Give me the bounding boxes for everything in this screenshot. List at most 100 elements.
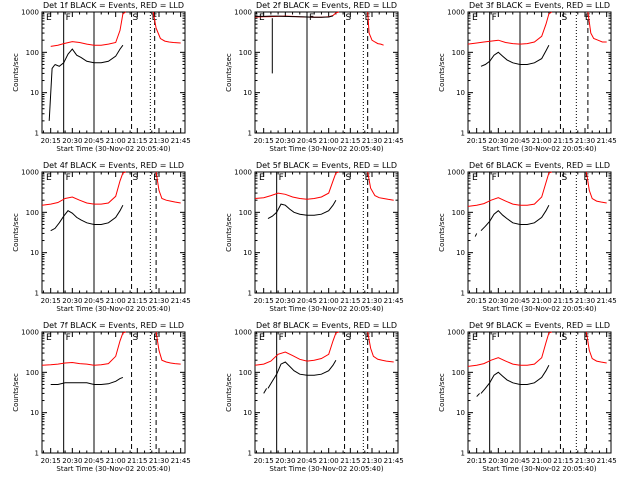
- flag-marker-label: E: [46, 13, 52, 23]
- x-tick-label: 21:15: [127, 137, 147, 145]
- flag-marker-label: E: [259, 173, 265, 183]
- y-tick-label: 1: [35, 450, 39, 458]
- x-axis-label: Start Time (30-Nov-02 20:05:40): [56, 465, 170, 473]
- flag-marker-label: F: [492, 333, 497, 343]
- x-tick-label: 20:15: [254, 457, 274, 465]
- panel-2: Det 2f BLACK = Events, RED = LLD 1 10 100 10…: [225, 1, 404, 153]
- x-axis-label: Start Time (30-Nov-02 20:05:40): [482, 145, 596, 153]
- panel-title: Det 2f BLACK = Events, RED = LLD: [256, 1, 397, 10]
- x-tick-label: 20:30: [488, 457, 508, 465]
- y-tick-label: 1: [248, 450, 252, 458]
- flag-marker-label: E: [365, 333, 371, 343]
- y-tick-label: 10: [456, 409, 465, 417]
- x-tick-label: 21:30: [149, 297, 169, 305]
- panel-title: Det 1f BLACK = Events, RED = LLD: [43, 1, 184, 10]
- panel-3: Det 3f BLACK = Events, RED = LLD 1 10 100 10…: [438, 1, 617, 153]
- lld-series-line: [367, 331, 394, 363]
- y-axis-label: Counts/sec: [438, 213, 446, 252]
- y-tick-label: 1000: [234, 169, 252, 177]
- flag-marker-label: S: [133, 173, 139, 183]
- x-axis-label: Start Time (30-Nov-02 20:05:40): [56, 145, 170, 153]
- y-axis-label: Counts/sec: [225, 213, 233, 252]
- panel-title: Det 5f BLACK = Events, RED = LLD: [256, 161, 397, 170]
- events-series-line: [255, 15, 334, 18]
- y-axis-label: Counts/sec: [225, 53, 233, 92]
- plot-frame: [41, 331, 186, 454]
- panel-6: Det 6f BLACK = Events, RED = LLD 1 10 100 10…: [438, 161, 617, 313]
- x-tick-label: 21:00: [319, 297, 339, 305]
- x-tick-label: 20:30: [488, 137, 508, 145]
- y-tick-label: 10: [243, 249, 252, 257]
- lld-series-line: [41, 171, 126, 206]
- panel-title: Det 8f BLACK = Events, RED = LLD: [256, 321, 397, 330]
- panel-7: Det 7f BLACK = Events, RED = LLD 1 10 100 10…: [12, 321, 191, 473]
- lld-series-line: [587, 11, 607, 43]
- x-tick-label: 21:00: [106, 137, 126, 145]
- lld-series-line: [254, 331, 339, 366]
- events-series-line: [267, 199, 337, 220]
- panel-9: Det 9f BLACK = Events, RED = LLD 1 10 100 10…: [438, 321, 617, 473]
- flag-marker-label: F: [66, 13, 71, 23]
- events-series-line: [480, 204, 550, 232]
- x-tick-label: 21:15: [127, 297, 147, 305]
- lld-series-line: [254, 171, 339, 200]
- y-tick-label: 10: [243, 89, 252, 97]
- flag-marker-label: S: [561, 13, 567, 23]
- x-tick-label: 21:15: [340, 137, 360, 145]
- y-tick-label: 100: [452, 49, 465, 57]
- flag-marker-label: F: [309, 13, 314, 23]
- x-tick-label: 21:00: [532, 297, 552, 305]
- x-tick-label: 21:45: [597, 137, 617, 145]
- plot-frame: [254, 331, 399, 454]
- x-tick-label: 21:15: [553, 137, 573, 145]
- y-axis-label: Counts/sec: [12, 213, 20, 252]
- lld-series-line: [367, 11, 384, 46]
- panel-5: Det 5f BLACK = Events, RED = LLD 1 10 100 10…: [225, 161, 404, 313]
- x-tick-label: 21:30: [362, 297, 382, 305]
- x-tick-label: 21:45: [597, 457, 617, 465]
- flag-marker-label: E: [472, 13, 478, 23]
- x-tick-label: 20:15: [41, 297, 61, 305]
- lld-series-line: [41, 331, 126, 366]
- y-tick-label: 100: [26, 49, 39, 57]
- panel-8: Det 8f BLACK = Events, RED = LLD 1 10 100 10…: [225, 321, 404, 473]
- lld-series-line: [585, 331, 607, 364]
- flag-marker-label: S: [346, 333, 352, 343]
- y-tick-label: 1000: [234, 329, 252, 337]
- y-tick-label: 100: [26, 209, 39, 217]
- y-tick-label: 100: [239, 209, 252, 217]
- y-tick-label: 10: [456, 249, 465, 257]
- y-axis-label: Counts/sec: [438, 53, 446, 92]
- x-tick-label: 21:30: [362, 137, 382, 145]
- x-tick-label: 21:45: [171, 137, 191, 145]
- events-series-line: [480, 364, 550, 394]
- x-axis-label: Start Time (30-Nov-02 20:05:40): [482, 305, 596, 313]
- flag-marker-label: S: [346, 173, 352, 183]
- events-series-line: [480, 44, 550, 67]
- plot-frame: [41, 171, 186, 294]
- flag-marker-label: S: [346, 13, 352, 23]
- flag-marker-label: E: [585, 13, 591, 23]
- lld-series-line: [467, 171, 552, 207]
- x-tick-label: 20:30: [275, 297, 295, 305]
- flag-marker-label: E: [153, 173, 159, 183]
- lld-series-line: [50, 11, 127, 47]
- y-tick-label: 100: [452, 369, 465, 377]
- plot-frame: [467, 171, 612, 294]
- x-tick-label: 20:15: [467, 457, 487, 465]
- flag-marker-label: E: [46, 333, 52, 343]
- y-tick-label: 10: [30, 409, 39, 417]
- flag-marker-label: F: [279, 333, 284, 343]
- x-tick-label: 21:00: [532, 457, 552, 465]
- x-tick-label: 21:15: [553, 457, 573, 465]
- x-tick-label: 20:15: [254, 137, 274, 145]
- x-tick-label: 20:15: [254, 297, 274, 305]
- y-tick-label: 1: [35, 290, 39, 298]
- y-tick-label: 1000: [21, 169, 39, 177]
- x-tick-label: 21:15: [127, 457, 147, 465]
- flag-marker-label: S: [561, 333, 567, 343]
- x-tick-label: 21:00: [319, 137, 339, 145]
- flag-marker-label: E: [583, 333, 589, 343]
- flag-marker-label: F: [66, 333, 71, 343]
- x-tick-label: 21:00: [106, 457, 126, 465]
